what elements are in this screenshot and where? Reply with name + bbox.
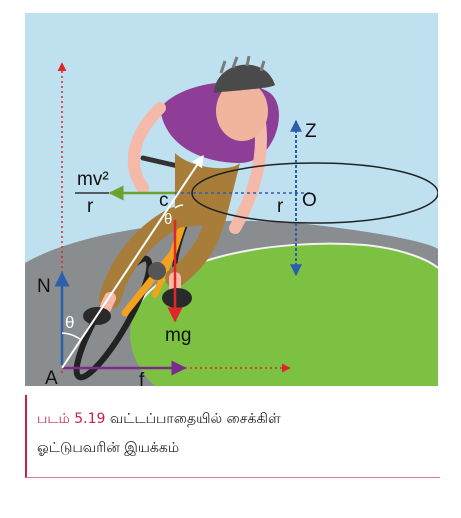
figure-caption: படம் 5.19 வட்டப்பாதையில் சைக்கிள் ஓட்டுப… [25, 395, 440, 478]
label-theta-top: θ [164, 211, 172, 228]
label-z: Z [305, 121, 317, 142]
label-mg: mg [165, 325, 191, 346]
label-a: A [45, 368, 58, 386]
label-mv2: mv² [77, 169, 109, 190]
label-f: f [139, 370, 145, 386]
angle-arc-top [174, 204, 184, 209]
figure-number: படம் 5.19 [37, 411, 106, 427]
diagram-canvas: mv² r c r O Z N θ θ mg A f [25, 13, 438, 386]
resultant-incline-line [61, 155, 204, 369]
label-r-left: r [87, 196, 94, 217]
caption-line-2: ஓட்டுபவரின் இயக்கம் [37, 440, 180, 456]
label-theta-bottom: θ [65, 313, 74, 332]
angle-arc-bottom [61, 332, 81, 340]
cyclist-circular-motion-diagram: mv² r c r O Z N θ θ mg A f [25, 13, 438, 386]
caption-title-part1: வட்டப்பாதையில் சைக்கிள் [109, 411, 281, 427]
label-o: O [302, 190, 317, 211]
label-n: N [37, 276, 51, 297]
circular-path-ellipse [191, 162, 438, 224]
label-r-right: r [277, 196, 284, 217]
caption-line-1: படம் 5.19 வட்டப்பாதையில் சைக்கிள் [37, 411, 281, 429]
cyclist-rider [83, 55, 279, 325]
grass-field [130, 243, 438, 386]
label-c: c [159, 190, 169, 211]
